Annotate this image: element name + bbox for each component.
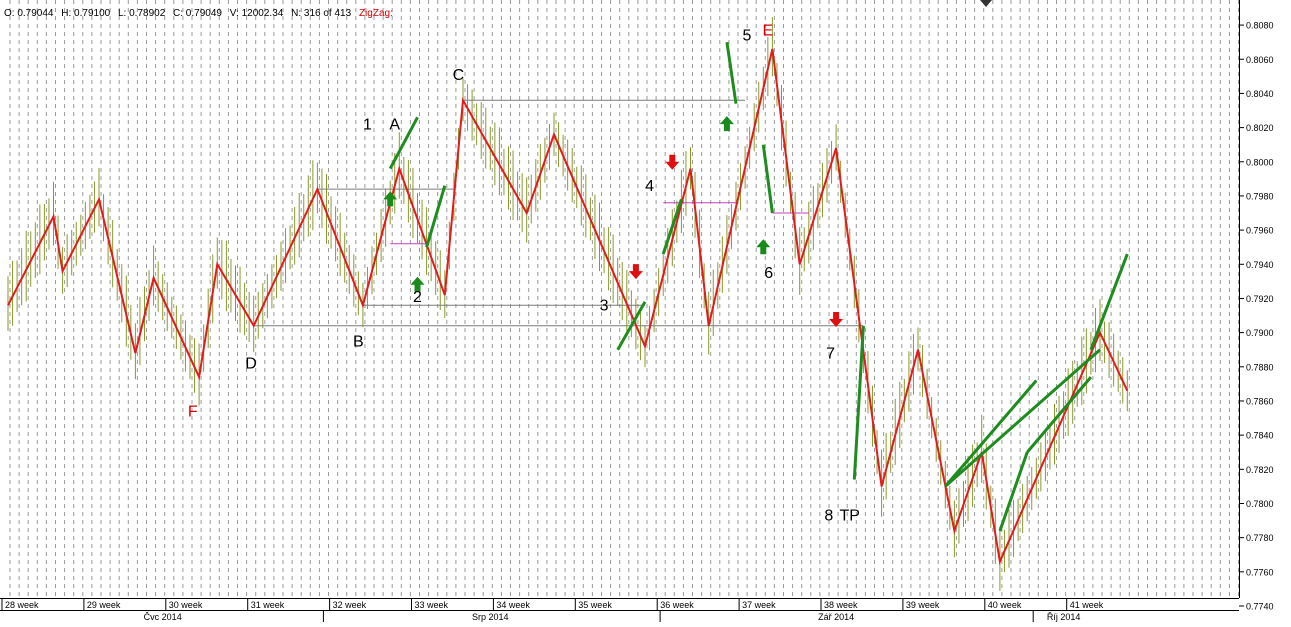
price-tick-label[interactable]: 0.7800 (1246, 499, 1274, 509)
price-tick-label[interactable]: 0.7980 (1246, 191, 1274, 201)
trend-line (1026, 376, 1093, 454)
price-axis-bg (1239, 0, 1291, 622)
price-tick-label[interactable]: 0.7840 (1246, 431, 1274, 441)
down-arrow-icon (829, 311, 844, 327)
trend-line (661, 198, 683, 255)
price-tick-label[interactable]: 0.7900 (1246, 328, 1274, 338)
price-tick-label[interactable]: 0.7940 (1246, 260, 1274, 270)
price-tick-label[interactable]: 0.7820 (1246, 465, 1274, 475)
price-tick-label[interactable]: 0.7960 (1246, 226, 1274, 236)
trend-line (852, 325, 865, 480)
low-value: L: 0.78902 (117, 8, 166, 19)
open-value: O: 0.79044 (4, 8, 54, 19)
week-label[interactable]: 41 week (1070, 600, 1104, 610)
indicator-name: ZigZag: (358, 8, 393, 19)
wave-label: 7 (826, 345, 835, 362)
week-label[interactable]: 29 week (87, 600, 121, 610)
price-tick-label[interactable]: 0.7860 (1246, 396, 1274, 406)
trend-line (388, 116, 419, 170)
week-label[interactable]: 33 week (415, 600, 449, 610)
price-axis[interactable]: 0.8080 0.8060 0.8040 0.8020 0.8000 0.7980 0.79… (980, 0, 1291, 622)
time-axis[interactable]: 28 week 29 week 30 week 31 week 32 week 33 we… (0, 598, 1239, 622)
wave-label: D (245, 356, 257, 373)
vertical-gridlines (9, 0, 1239, 598)
wave-label: E (763, 22, 774, 39)
price-tick-label[interactable]: 0.7880 (1246, 362, 1274, 372)
wave-label: B (353, 333, 364, 350)
down-arrow-icon (665, 154, 680, 170)
week-label[interactable]: 30 week (169, 600, 203, 610)
wave-labels: 1 A 2 C 3 4 5 E 6 7 8 TP B D F (188, 22, 860, 524)
week-label[interactable]: 39 week (906, 600, 940, 610)
scroll-down-icon[interactable] (980, 0, 992, 7)
ohlc-info-bar: O: 0.79044 H: 0.79100 L: 0.78902 C: 0.79… (4, 8, 398, 19)
trend-line (761, 144, 774, 214)
wave-label: 6 (764, 265, 773, 282)
trend-line (944, 348, 1101, 488)
wave-label: 2 (413, 289, 422, 306)
midlines (390, 202, 809, 245)
month-label[interactable]: Srp 2014 (472, 612, 509, 622)
signal-arrows (383, 116, 844, 327)
trend-line (725, 41, 738, 104)
week-label[interactable]: 28 week (5, 600, 39, 610)
zigzag-path (7, 48, 1129, 566)
trend-line (944, 379, 1038, 488)
wave-label: 8 (824, 508, 833, 525)
trend-line (616, 301, 647, 351)
trend-line (998, 451, 1029, 532)
up-arrow-icon (719, 116, 734, 132)
month-label[interactable]: Čvc 2014 (144, 612, 182, 622)
up-arrow-icon (756, 239, 771, 255)
trend-line (1089, 253, 1129, 351)
week-label[interactable]: 32 week (333, 600, 367, 610)
month-label[interactable]: Zář 2014 (818, 612, 854, 622)
up-arrow-icon (410, 276, 425, 292)
week-label[interactable]: 38 week (824, 600, 858, 610)
wave-label: 5 (742, 27, 751, 44)
price-tick-label[interactable]: 0.7780 (1246, 533, 1274, 543)
volume-value: V: 12002.34 (229, 8, 284, 19)
wave-label: A (389, 116, 400, 133)
price-tick-label[interactable]: 0.8040 (1246, 89, 1274, 99)
week-label[interactable]: 34 week (496, 600, 530, 610)
price-tick-label[interactable]: 0.7920 (1246, 294, 1274, 304)
bar-count: N: 316 of 413 (291, 8, 352, 19)
down-arrow-icon (628, 264, 643, 280)
week-label[interactable]: 40 week (988, 600, 1022, 610)
price-tick-label[interactable]: 0.8000 (1246, 157, 1274, 167)
week-label[interactable]: 36 week (660, 600, 694, 610)
trend-lines (388, 41, 1129, 532)
month-label[interactable]: Říj 2014 (1047, 612, 1081, 622)
high-value: H: 0.79100 (61, 8, 111, 19)
week-label[interactable]: 37 week (742, 600, 776, 610)
wave-label: 1 (363, 116, 372, 133)
price-bars (7, 17, 1128, 591)
week-label[interactable]: 35 week (578, 600, 612, 610)
price-tick-label[interactable]: 0.7760 (1246, 567, 1274, 577)
wave-label: 3 (600, 297, 609, 314)
wave-label: TP (840, 508, 860, 525)
price-tick-label[interactable]: 0.8020 (1246, 123, 1274, 133)
up-arrow-icon (383, 191, 398, 207)
price-tick-label[interactable]: 0.8080 (1246, 21, 1274, 31)
trend-line (425, 185, 447, 248)
wave-label: F (188, 403, 198, 420)
wave-label: C (453, 67, 465, 84)
week-label[interactable]: 31 week (251, 600, 285, 610)
zigzag-line (7, 48, 1129, 566)
price-tick-label[interactable]: 0.8060 (1246, 55, 1274, 65)
price-tick-label[interactable]: 0.7740 (1246, 602, 1274, 612)
level-lines (253, 99, 864, 327)
close-value: C: 0.79049 (173, 8, 222, 19)
wave-label: 4 (645, 178, 654, 195)
